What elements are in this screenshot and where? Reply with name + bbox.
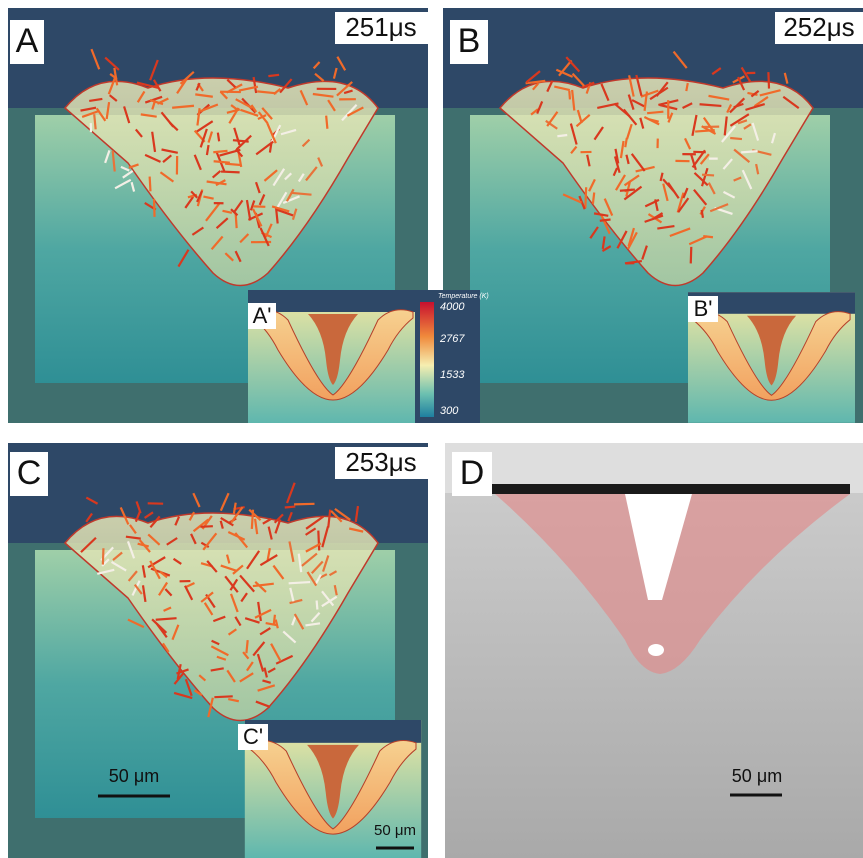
scale-bar-label: 50 μm xyxy=(374,822,416,839)
arrow xyxy=(214,696,232,697)
arrow xyxy=(285,507,296,508)
arrow xyxy=(703,236,713,237)
surface-line xyxy=(490,484,850,494)
arrow xyxy=(289,582,310,583)
colorbar-title: Temperature (K) xyxy=(438,293,489,300)
arrow xyxy=(221,172,240,173)
arrow xyxy=(593,192,594,203)
arrow xyxy=(156,618,177,620)
arrow xyxy=(647,112,663,113)
inset-label: B' xyxy=(694,296,713,321)
panel-label: C xyxy=(17,454,42,492)
time-stamp: 253μs xyxy=(345,447,416,477)
arrow xyxy=(730,138,742,139)
arrow xyxy=(225,164,241,165)
arrow xyxy=(246,640,247,653)
inset-label: A' xyxy=(253,303,272,328)
arrow xyxy=(702,210,703,218)
panel-label: B xyxy=(458,22,481,60)
colorbar xyxy=(420,302,434,417)
colorbar-tick: 2767 xyxy=(439,333,465,345)
arrow xyxy=(686,83,687,91)
arrow xyxy=(103,548,104,564)
arrow xyxy=(318,531,319,551)
arrow xyxy=(569,91,570,100)
figure: Temperature (K) 4000 2767 1533 300 A B C… xyxy=(0,0,863,858)
arrow xyxy=(213,151,227,152)
scale-bar-label: 50 μm xyxy=(109,766,159,786)
arrow xyxy=(294,504,314,505)
colorbar-tick: 1533 xyxy=(440,369,465,381)
pore xyxy=(648,644,664,656)
arrow xyxy=(317,601,318,610)
arrow xyxy=(585,187,586,208)
arrow xyxy=(150,177,151,192)
arrow xyxy=(218,133,219,142)
arrow xyxy=(691,247,692,264)
arrow xyxy=(200,526,212,527)
arrow xyxy=(741,151,757,152)
arrow xyxy=(154,199,155,217)
arrow xyxy=(620,190,635,191)
scale-bar-label: 50 μm xyxy=(732,766,782,786)
time-stamp: 252μs xyxy=(783,12,854,42)
panel-label: A xyxy=(16,22,39,60)
arrow xyxy=(326,116,327,129)
arrow xyxy=(768,72,769,88)
inset-label: C' xyxy=(243,724,263,749)
arrow xyxy=(600,220,611,221)
arrow xyxy=(557,135,567,136)
colorbar-tick: 300 xyxy=(440,405,459,417)
arrow xyxy=(233,140,249,141)
arrow xyxy=(702,175,714,176)
panel-label: D xyxy=(460,454,485,492)
arrow xyxy=(625,138,627,147)
arrow xyxy=(214,161,230,162)
arrow xyxy=(268,75,279,76)
time-stamp: 251μs xyxy=(345,12,416,42)
colorbar-tick: 4000 xyxy=(440,301,465,313)
arrow xyxy=(94,114,95,129)
